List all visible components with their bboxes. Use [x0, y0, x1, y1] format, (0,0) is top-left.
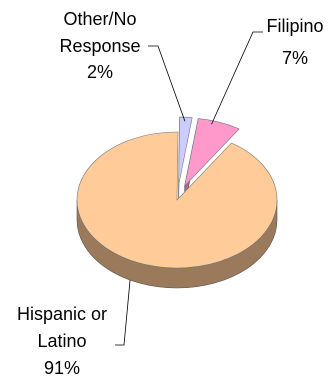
slice-other-no-response	[178, 116, 193, 186]
label-other-line1: Other/No	[63, 9, 136, 29]
label-filipino-pct: 7%	[282, 48, 308, 68]
label-other-pct: 2%	[87, 62, 113, 82]
label-hispanic-line1: Hispanic or	[17, 304, 107, 324]
leader-filipino	[211, 31, 263, 125]
label-hispanic-pct: 91%	[44, 358, 80, 378]
leader-other	[148, 45, 186, 122]
slice-hispanic-or-latino	[76, 131, 278, 269]
leader-lines	[115, 31, 263, 346]
label-other-line2: Response	[59, 36, 140, 56]
leader-hispanic	[115, 280, 131, 346]
pie-slices	[76, 116, 278, 269]
label-filipino-line1: Filipino	[266, 16, 323, 36]
label-hispanic-line2: Latino	[37, 331, 86, 351]
slice-filipino	[184, 118, 240, 187]
